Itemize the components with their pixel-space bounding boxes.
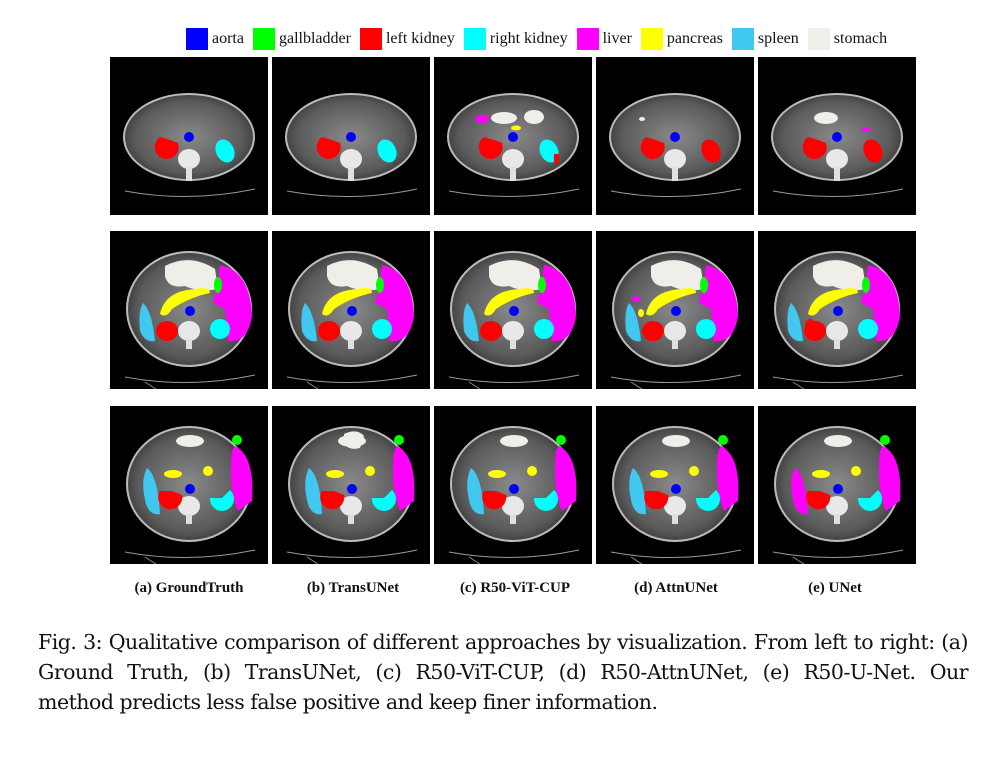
segmentation-panel-row2-r50-vit-cup <box>434 231 592 389</box>
segmentation-panel-row3-r50-vit-cup <box>434 406 592 564</box>
spleen-color-swatch <box>731 28 754 50</box>
column-label-r50-vit-cup: (c) R50-ViT-CUP <box>459 580 571 596</box>
right-kidney-color-swatch <box>463 28 486 50</box>
legend-label: left kidney <box>385 30 455 47</box>
ct-slice-image <box>447 93 580 197</box>
figure-caption: Fig. 3: Qualitative comparison of differ… <box>38 630 969 714</box>
ct-slice-image <box>286 251 418 389</box>
gallbladder-color-swatch <box>252 28 275 50</box>
legend-item-gallbladder: gallbladder <box>252 28 351 50</box>
legend-item-left-kidney: left kidney <box>359 28 455 50</box>
legend-item-spleen: spleen <box>731 28 799 50</box>
ct-slice-image <box>610 426 742 564</box>
column-label-groundtruth: (a) GroundTruth <box>134 580 244 596</box>
legend-label: gallbladder <box>278 30 351 47</box>
liver-color-swatch <box>576 28 599 50</box>
stomach-color-swatch <box>807 28 830 50</box>
legend-item-pancreas: pancreas <box>640 28 723 50</box>
left-kidney-color-swatch <box>359 28 382 50</box>
segmentation-panel-row3-unet <box>758 406 916 564</box>
ct-slice-image <box>772 251 904 389</box>
aorta-color-swatch <box>186 28 208 50</box>
segmentation-panel-row1-attnunet <box>596 57 754 215</box>
segmentation-panel-row2-transunet <box>272 231 430 389</box>
legend-label: stomach <box>833 30 888 47</box>
column-label-attnunet: (d) AttnUNet <box>634 580 718 596</box>
segmentation-panel-row1-r50-vit-cup <box>434 57 592 215</box>
segmentation-panel-row1-transunet <box>272 57 430 215</box>
pancreas-color-swatch <box>640 28 663 50</box>
segmentation-panel-row3-attnunet <box>596 406 754 564</box>
legend-label: aorta <box>212 30 244 47</box>
segmentation-panel-row3-groundtruth <box>110 406 268 564</box>
legend-item-stomach: stomach <box>807 28 888 50</box>
legend-label: pancreas <box>666 30 723 47</box>
legend-item-right-kidney: right kidney <box>463 28 568 50</box>
segmentation-panel-row1-groundtruth <box>110 57 268 215</box>
ct-slice-image <box>610 251 742 389</box>
segmentation-panel-row2-attnunet <box>596 231 754 389</box>
ct-slice-image <box>771 93 904 197</box>
ct-slice-image <box>448 426 580 564</box>
column-label-transunet: (b) TransUNet <box>306 580 400 596</box>
legend-label: right kidney <box>489 30 568 47</box>
legend-label: spleen <box>757 30 799 47</box>
ct-slice-image <box>124 251 256 389</box>
ct-slice-image <box>285 93 418 197</box>
legend-item-liver: liver <box>576 28 632 50</box>
ct-slice-image <box>772 426 904 564</box>
ct-slice-image <box>123 93 256 197</box>
segmentation-panel-row1-unet <box>758 57 916 215</box>
organ-legend: aorta gallbladder left kidney right kidn… <box>186 27 896 51</box>
legend-item-aorta: aorta <box>186 28 244 50</box>
ct-slice-image <box>609 93 742 197</box>
ct-slice-image <box>286 426 418 564</box>
ct-slice-image <box>448 251 580 389</box>
segmentation-panel-row2-groundtruth <box>110 231 268 389</box>
segmentation-panel-row2-unet <box>758 231 916 389</box>
ct-slice-image <box>124 426 256 564</box>
column-label-unet: (e) UNet <box>808 580 862 596</box>
segmentation-panel-row3-transunet <box>272 406 430 564</box>
legend-label: liver <box>602 30 632 47</box>
